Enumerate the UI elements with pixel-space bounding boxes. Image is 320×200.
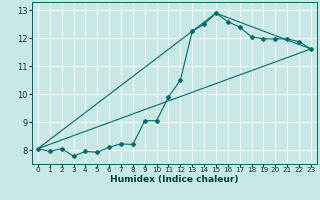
X-axis label: Humidex (Indice chaleur): Humidex (Indice chaleur) [110, 175, 239, 184]
